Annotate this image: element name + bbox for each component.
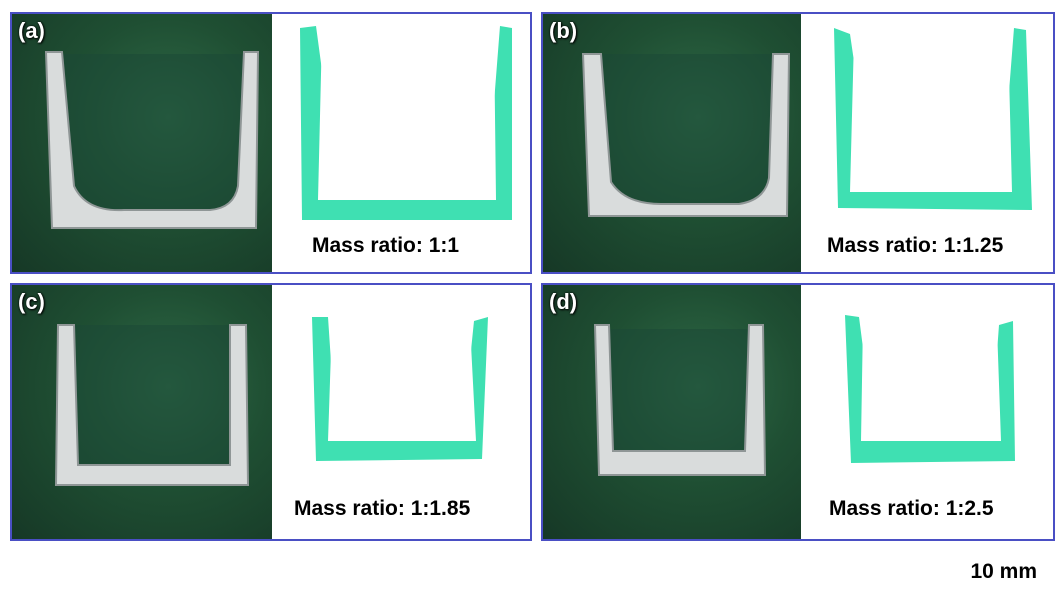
panel-b: (b) Mass ratio: 1:1.25 (541, 12, 1055, 274)
scale-bar-label: 10 mm (970, 560, 1037, 583)
cross-section-profile (300, 26, 512, 220)
panel-label: (b) (549, 18, 578, 43)
photo-a: (a) (12, 14, 272, 272)
panel-c: (c) Mass ratio: 1:1.85 (10, 283, 532, 541)
mass-ratio-label: Mass ratio: 1:1.25 (827, 234, 1004, 257)
mass-ratio-label: Mass ratio: 1:1 (312, 234, 460, 257)
mass-ratio-label: Mass ratio: 1:1.85 (294, 497, 471, 520)
cross-section-profile (312, 317, 488, 461)
cross-section-profile (845, 315, 1015, 463)
photo-b: (b) (543, 14, 801, 272)
panel-a: (a) Mass ratio: 1:1 (10, 12, 532, 274)
mass-ratio-label: Mass ratio: 1:2.5 (829, 497, 994, 520)
panel-d: (d) Mass ratio: 1:2.5 (541, 283, 1055, 541)
photo-c: (c) (12, 285, 272, 539)
photo-d: (d) (543, 285, 801, 539)
panel-label: (d) (549, 289, 578, 314)
cross-section-profile (834, 28, 1032, 210)
panel-label: (c) (18, 289, 45, 314)
panel-label: (a) (18, 18, 45, 43)
